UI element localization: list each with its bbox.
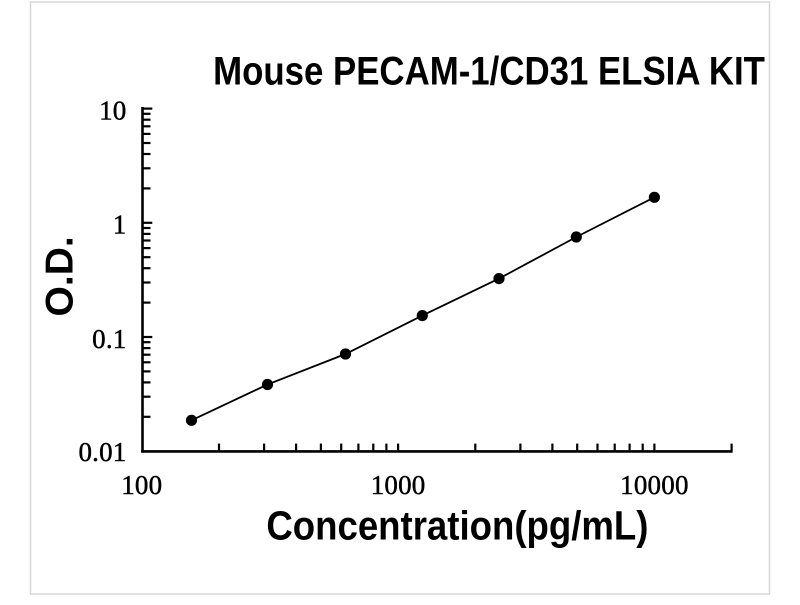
svg-text:0.1: 0.1 <box>92 324 126 354</box>
svg-text:Mouse PECAM-1/CD31 ELSIA KIT: Mouse PECAM-1/CD31 ELSIA KIT <box>213 48 765 93</box>
svg-text:O.D.: O.D. <box>39 236 82 316</box>
svg-text:10000: 10000 <box>620 470 689 500</box>
svg-text:Concentration(pg/mL): Concentration(pg/mL) <box>266 504 648 549</box>
svg-text:10: 10 <box>99 95 126 125</box>
svg-text:1000: 1000 <box>371 470 426 500</box>
svg-text:0.01: 0.01 <box>78 437 126 467</box>
svg-text:100: 100 <box>121 470 162 500</box>
svg-text:1: 1 <box>113 210 127 240</box>
